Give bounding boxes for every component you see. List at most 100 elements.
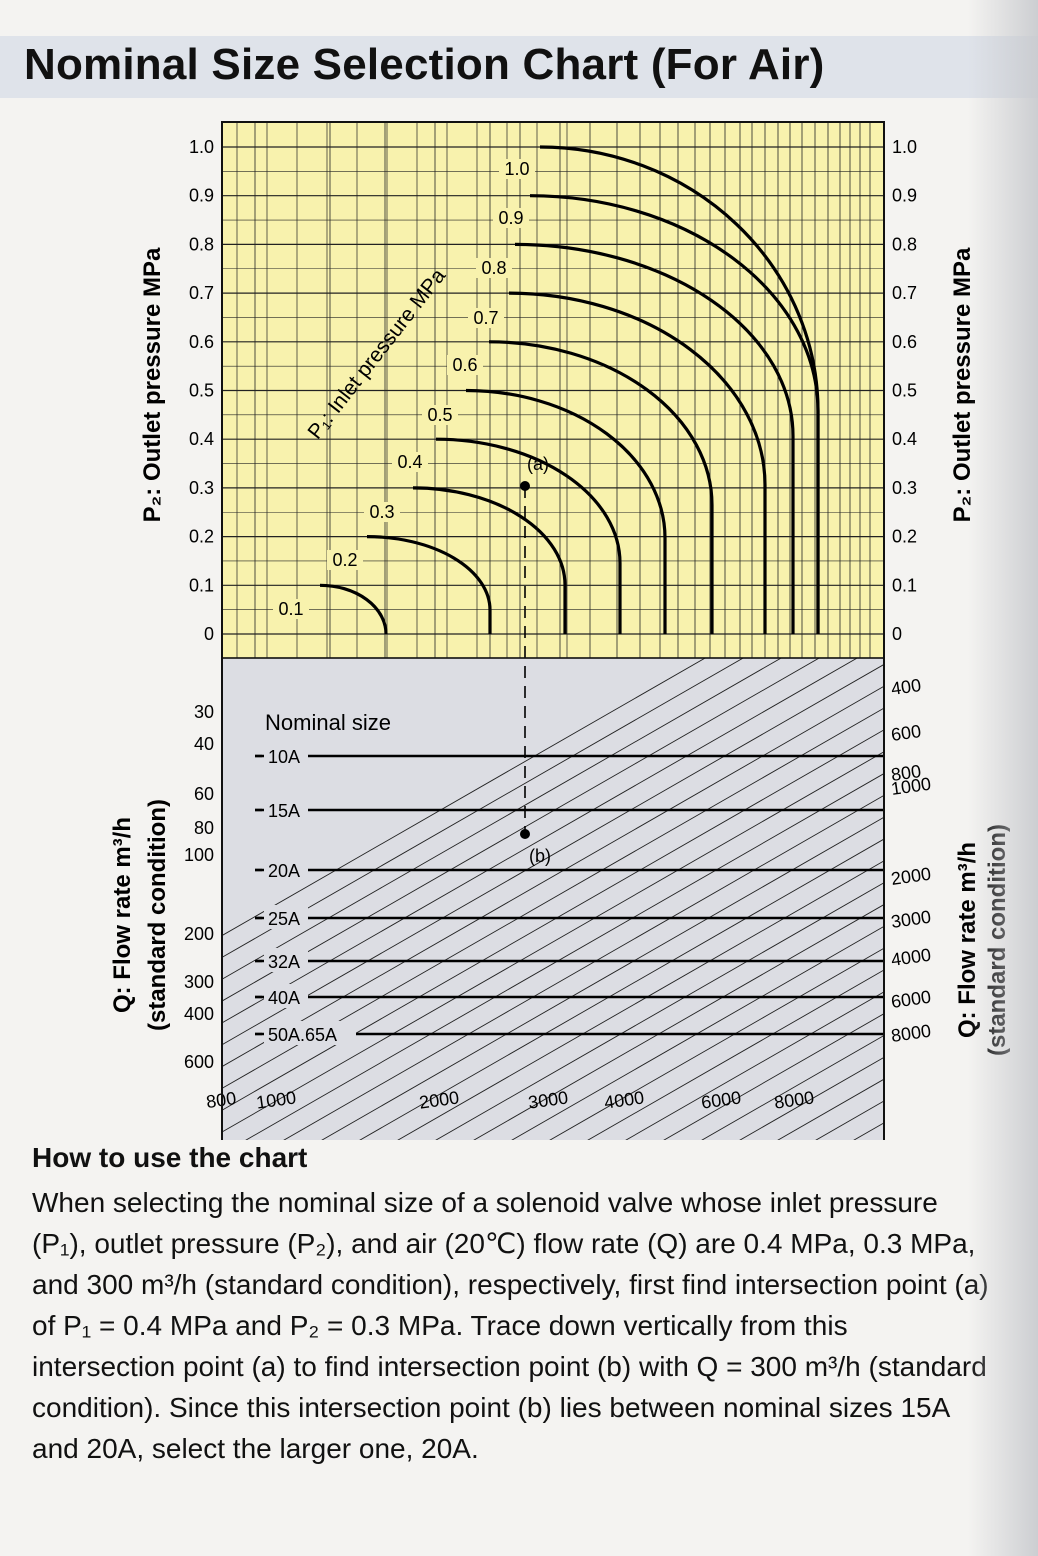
point-b-label: (b)	[529, 846, 551, 866]
curve-value-label: 0.6	[452, 355, 477, 375]
chart-frame	[221, 121, 885, 1140]
flow-rate-title-right: Q: Flow rate m³/h	[954, 842, 981, 1038]
curve-label-bg	[392, 452, 428, 472]
flow-tick-right: 800	[890, 761, 923, 785]
curve-value-label: 0.7	[473, 308, 498, 328]
flow-diagonal	[511, 925, 884, 1140]
y-tick-label-right: 0.7	[892, 283, 917, 303]
nominal-size-label-bg	[264, 984, 308, 1008]
nominal-size-label-bg	[264, 1021, 356, 1045]
nominal-size-label-bg	[264, 948, 308, 972]
curve-label-bg	[327, 550, 363, 570]
howto-section: How to use the chart When selecting the …	[32, 1142, 992, 1469]
flow-tick-left: 100	[184, 845, 214, 865]
y-tick-label-left: 0.3	[189, 478, 214, 498]
nominal-size-label-bg	[264, 797, 308, 821]
y-tick-label-left: 1.0	[189, 137, 214, 157]
inlet-pressure-curve	[465, 388, 667, 634]
curve-value-label: 0.4	[397, 452, 422, 472]
flow-tick-right: 600	[890, 721, 923, 745]
nominal-size-label-bg	[264, 905, 308, 929]
flow-tick-right: 400	[890, 675, 923, 699]
y-tick-label-right: 0.9	[892, 186, 917, 206]
nominal-size-label: 15A	[268, 801, 300, 821]
nominal-size-label: 25A	[268, 909, 300, 929]
flow-tick-left: 60	[194, 784, 214, 804]
nominal-size-label-bg	[250, 708, 406, 734]
curve-label-bg	[364, 502, 400, 522]
flow-diagonal	[739, 1056, 884, 1140]
flow-tick-left: 80	[194, 818, 214, 838]
flow-diagonal	[222, 751, 884, 1133]
y-tick-label-right: 0.6	[892, 332, 917, 352]
flow-tick-right: 3000	[890, 907, 932, 932]
nominal-size-title: Nominal size	[265, 710, 391, 735]
flow-diagonal	[245, 773, 884, 1140]
y-tick-label-left: 0.6	[189, 332, 214, 352]
flow-diagonal	[435, 882, 884, 1140]
lower-chart-background	[222, 658, 884, 1140]
flow-tick-left: 30	[194, 702, 214, 722]
inlet-pressure-curve	[539, 145, 820, 634]
title-band	[0, 36, 1038, 98]
nominal-size-lines	[255, 754, 884, 1036]
flow-tick-left: 600	[184, 1052, 214, 1072]
inlet-pressure-curves	[319, 145, 820, 635]
curve-value-label: 0.2	[332, 550, 357, 570]
flow-tick-left: 300	[184, 972, 214, 992]
inlet-pressure-curve	[529, 194, 820, 634]
nominal-size-label: 32A	[268, 952, 300, 972]
flow-diagonal	[359, 838, 884, 1140]
curve-value-label: 0.9	[498, 208, 523, 228]
flow-diagonal	[701, 1035, 884, 1140]
curve-label-bg	[422, 405, 458, 425]
flow-tick-right: 2000	[890, 864, 932, 889]
flow-diagonal	[663, 1013, 884, 1140]
flow-diagonal	[587, 969, 884, 1140]
curve-value-label: 0.1	[278, 599, 303, 619]
flow-diagonal	[283, 794, 884, 1140]
y-tick-label-left: 0.8	[189, 234, 214, 254]
inlet-pressure-curve	[366, 535, 492, 634]
flow-diagonal	[222, 658, 859, 1024]
flow-rate-title-left: Q: Flow rate m³/h	[109, 817, 136, 1013]
nominal-size-label: 20A	[268, 861, 300, 881]
nominal-size-chart: 1.0 0.9 0.8 0.7 0.6 0.5 0.4 0.3 0.2 0.1 0 1.0 0.9 0.8…	[109, 121, 1011, 1140]
inlet-pressure-curve	[319, 583, 388, 635]
curve-value-label: 0.8	[481, 258, 506, 278]
point-a-marker	[520, 481, 530, 491]
y-tick-label-right: 1.0	[892, 137, 917, 157]
flow-diagonal	[321, 816, 884, 1140]
flow-tick-left: 200	[184, 924, 214, 944]
y-tick-label-right: 0.4	[892, 429, 917, 449]
point-a-label: (a)	[527, 454, 549, 474]
flow-rate-subtitle-left: (standard condition)	[144, 799, 171, 1031]
flow-tick-right: 4000	[890, 945, 932, 970]
nominal-size-label: 10A	[268, 747, 300, 767]
flow-diagonal	[625, 991, 884, 1140]
flow-tick-right: 8000	[890, 1021, 932, 1046]
y-tick-label-left: 0.4	[189, 429, 214, 449]
inlet-pressure-curve	[488, 340, 714, 634]
inlet-pressure-curve	[514, 242, 795, 634]
page-title: Nominal Size Selection Chart (For Air)	[24, 40, 825, 89]
flow-diagonal	[222, 663, 884, 1046]
y-tick-label-left: 0.9	[189, 186, 214, 206]
nominal-size-label: 40A	[268, 988, 300, 1008]
y-tick-label-right: 0.3	[892, 478, 917, 498]
flow-tick-right: 6000	[890, 987, 932, 1012]
flow-diagonal	[222, 658, 783, 980]
howto-heading: How to use the chart	[32, 1142, 308, 1173]
curve-label-bg	[499, 159, 535, 179]
inlet-pressure-curve	[412, 486, 567, 634]
nominal-size-label: 50A.65A	[268, 1025, 337, 1045]
nominal-size-label-bg	[264, 743, 308, 767]
curve-label-bg	[476, 258, 512, 278]
y-tick-label-right: 0.1	[892, 575, 917, 595]
y-tick-label-left: 0	[204, 624, 214, 644]
y-tick-label-right: 0.8	[892, 234, 917, 254]
point-b-marker	[520, 829, 530, 839]
curve-value-label: 0.5	[427, 405, 452, 425]
y-tick-label-right: 0.2	[892, 527, 917, 547]
y-tick-label-left: 0.7	[189, 283, 214, 303]
